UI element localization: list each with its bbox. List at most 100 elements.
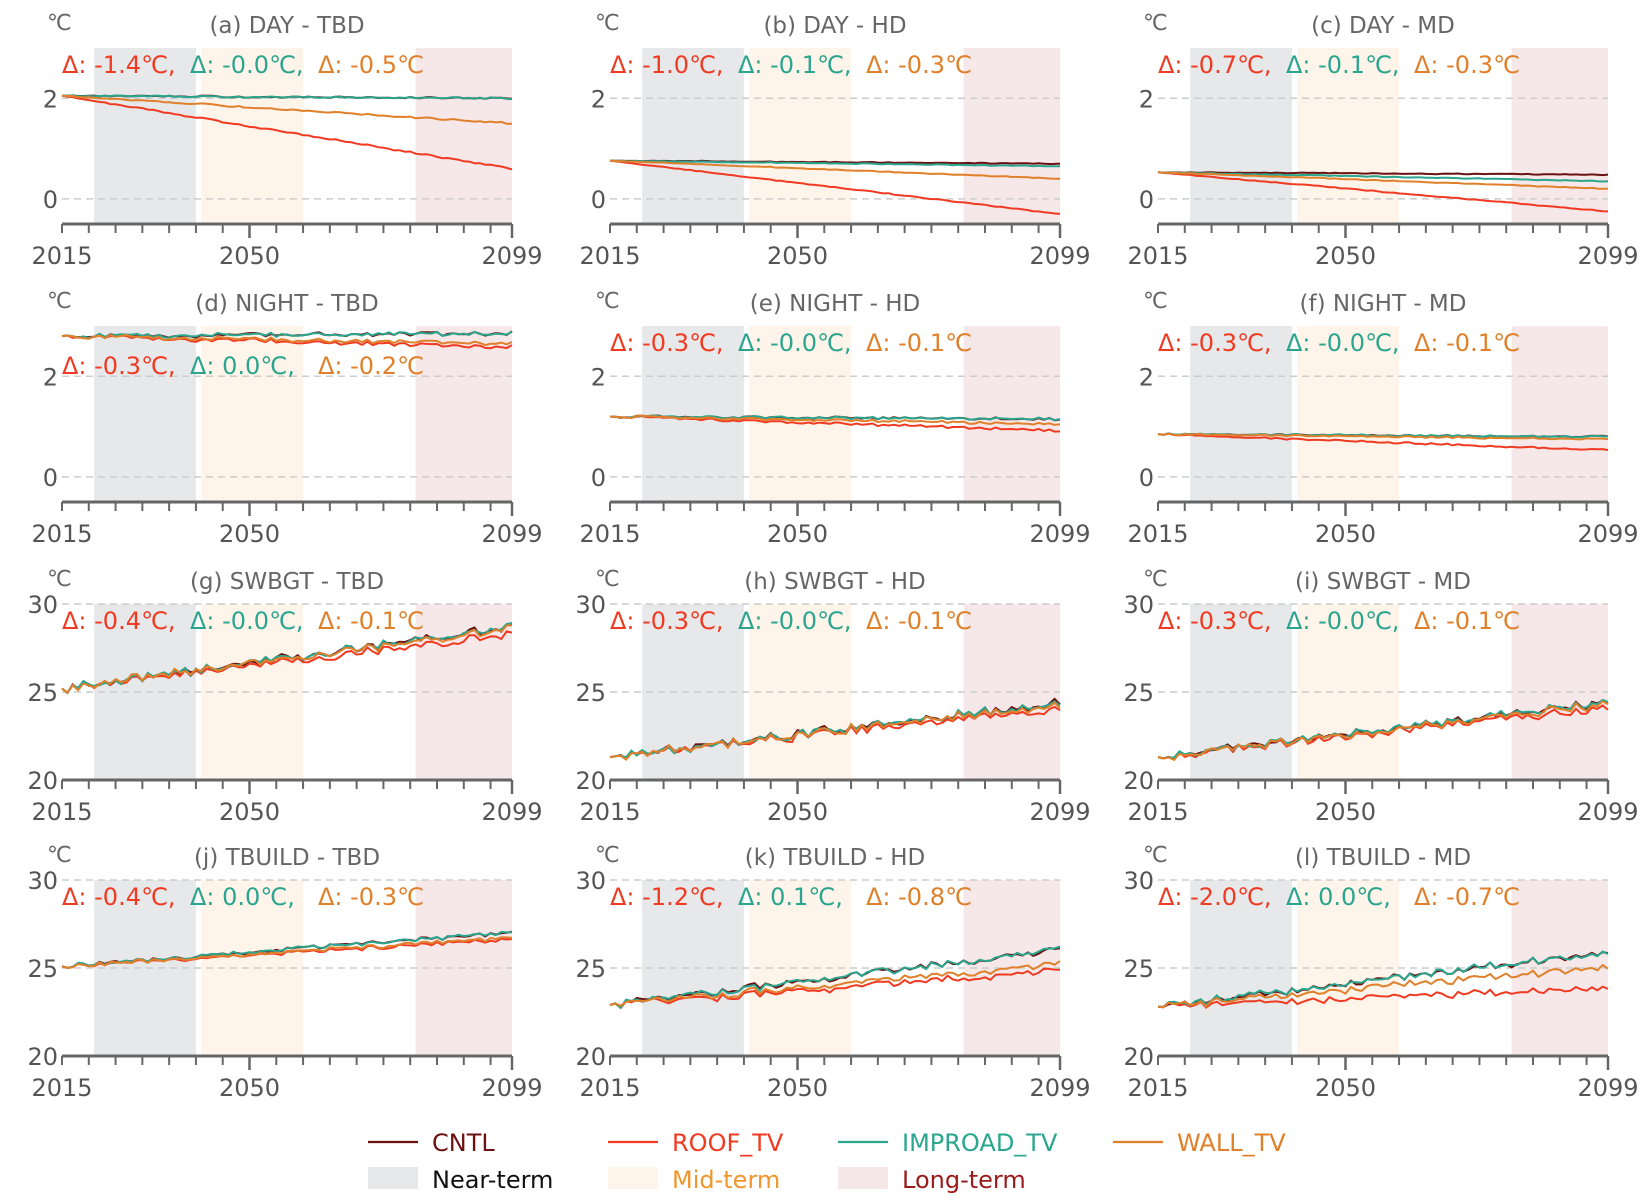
x-tick-label: 2015 [31,242,92,270]
x-tick-label: 2050 [219,242,280,270]
y-unit-label: ℃ [1143,11,1168,36]
x-tick-label: 2050 [767,242,828,270]
x-tick-label: 2099 [1577,798,1638,826]
panel-11: 2015 2050 2099 20 25 30℃ (k) TBUILD - HD Δ: -1.… [575,843,1090,1102]
x-tick-label: 2015 [1127,798,1188,826]
x-tick-label: 2015 [579,520,640,548]
y-tick-label: 30 [575,591,606,619]
panel-3: 2015 2050 2099 0 2 ℃ (c) DAY - MD Δ: -0.7℃, Δ: -… [1127,11,1638,270]
series-line-roof-tv [61,630,513,695]
period-band-mid-term [1297,48,1400,224]
y-unit-label: ℃ [47,11,72,36]
delta-roof: Δ: -0.4℃, [62,607,176,635]
delta-roof: Δ: -0.3℃, [1158,329,1272,357]
period-band-long-term [963,48,1060,224]
period-band-long-term [415,48,512,224]
delta-improad: Δ: -0.0℃, [1286,607,1400,635]
x-tick-label: 2099 [1029,242,1090,270]
y-tick-label: 30 [1123,591,1154,619]
period-band-near-term [642,48,744,224]
series-line-improad-tv [609,159,1061,168]
delta-improad: Δ: 0.0℃, [1286,883,1391,911]
delta-roof: Δ: -0.7℃, [1158,51,1272,79]
x-tick-label: 2015 [1127,520,1188,548]
y-tick-label: 2 [1139,85,1154,113]
delta-wall: Δ: -0.3℃ [318,883,424,911]
panel-2: 2015 2050 2099 0 2 ℃ (b) DAY - HD Δ: -1.0℃, Δ: -… [579,11,1090,270]
x-tick-label: 2015 [31,1074,92,1102]
y-tick-label: 30 [575,867,606,895]
panel-title: (b) DAY - HD [763,13,906,39]
legend: CNTL ROOF_TV IMPROAD_TV WALL_TV Near-term Mid… [368,1129,1286,1194]
period-band-long-term [963,326,1060,502]
y-tick-label: 0 [43,464,58,492]
legend-label-long-term: Long-term [902,1166,1026,1194]
y-tick-label: 30 [27,867,58,895]
period-band-near-term [94,48,196,224]
panel-6: 2015 2050 2099 0 2 ℃ (f) NIGHT - MD Δ: -0.3℃, Δ:… [1127,289,1638,548]
x-tick-label: 2050 [219,798,280,826]
x-tick-label: 2099 [1577,242,1638,270]
panel-10: 2015 2050 2099 20 25 30℃ (j) TBUILD - TBD Δ: -0… [27,843,542,1102]
delta-roof: Δ: -1.4℃, [62,51,176,79]
y-tick-label: 20 [1123,767,1154,795]
y-unit-label: ℃ [47,567,72,592]
series-line-wall-tv [609,701,1061,761]
period-band-mid-term [201,48,304,224]
delta-wall: Δ: -0.1℃ [866,607,972,635]
legend-label-cntl: CNTL [432,1129,495,1157]
series-line-wall-tv [1157,171,1609,190]
panel-title: (f) NIGHT - MD [1300,291,1467,317]
y-tick-label: 25 [27,955,58,983]
delta-wall: Δ: -0.3℃ [866,51,972,79]
x-tick-label: 2050 [219,520,280,548]
delta-improad: Δ: 0.1℃, [738,883,843,911]
x-tick-label: 2050 [767,520,828,548]
period-band-long-term [415,326,512,502]
series-line-wall-tv [61,936,513,969]
x-tick-label: 2099 [1577,520,1638,548]
panel-title: (e) NIGHT - HD [750,291,921,317]
y-tick-label: 20 [575,767,606,795]
delta-wall: Δ: -0.1℃ [1414,329,1520,357]
series-line-improad-tv [61,94,513,101]
y-tick-label: 2 [591,85,606,113]
y-tick-label: 0 [591,464,606,492]
x-tick-label: 2015 [31,798,92,826]
panel-4: 2015 2050 2099 0 2 ℃ (d) NIGHT - TBD Δ: -0.3℃, Δ… [31,289,542,548]
legend-label-wall-tv: WALL_TV [1177,1129,1286,1157]
y-tick-label: 2 [43,85,58,113]
panel-8: 2015 2050 2099 20 25 30℃ (h) SWBGT - HD Δ: -0.3… [575,567,1090,826]
x-tick-label: 2050 [1315,798,1376,826]
y-unit-label: ℃ [47,843,72,868]
delta-wall: Δ: -0.2℃ [318,352,424,380]
delta-wall: Δ: -0.8℃ [866,883,972,911]
y-tick-label: 0 [591,186,606,214]
panel-7: 2015 2050 2099 20 25 30℃ (g) SWBGT - TBD Δ: -0.… [27,567,542,826]
x-tick-label: 2099 [1029,798,1090,826]
x-tick-label: 2015 [579,798,640,826]
period-band-near-term [1190,48,1292,224]
series-line-wall-tv [609,159,1061,180]
y-tick-label: 0 [1139,186,1154,214]
panel-title: (d) NIGHT - TBD [195,291,378,317]
delta-wall: Δ: -0.1℃ [866,329,972,357]
x-tick-label: 2050 [1315,520,1376,548]
delta-roof: Δ: -0.3℃, [610,607,724,635]
series-line-wall-tv [1157,700,1609,762]
series-line-roof-tv [61,94,513,171]
delta-improad: Δ: -0.0℃, [738,329,852,357]
delta-roof: Δ: -2.0℃, [1158,883,1272,911]
delta-improad: Δ: -0.0℃, [738,607,852,635]
panel-title: (j) TBUILD - TBD [194,845,380,871]
period-band-long-term [1511,326,1608,502]
delta-wall: Δ: -0.7℃ [1414,883,1520,911]
series-line-wall-tv [609,414,1061,426]
delta-roof: Δ: -1.2℃, [610,883,724,911]
x-tick-label: 2099 [481,520,542,548]
delta-wall: Δ: -0.1℃ [318,607,424,635]
x-tick-label: 2050 [767,1074,828,1102]
delta-roof: Δ: -1.0℃, [610,51,724,79]
panel-title: (c) DAY - MD [1311,13,1455,39]
